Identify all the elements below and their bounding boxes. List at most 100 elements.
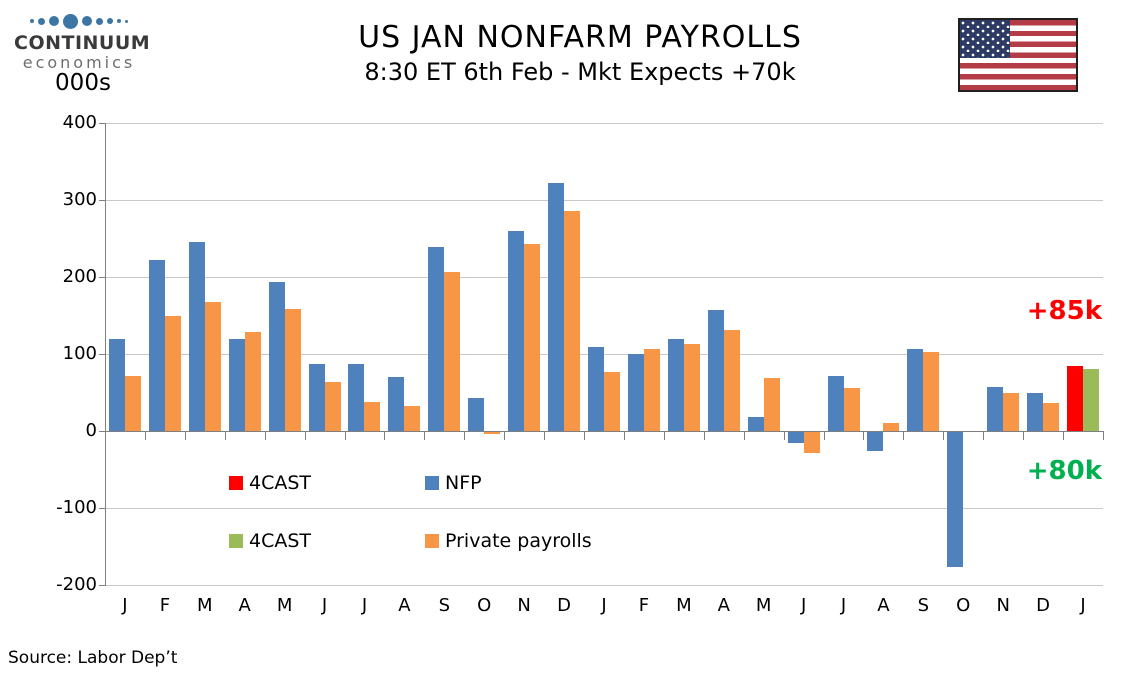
nfp-bar <box>707 310 724 431</box>
logo-sub: economics <box>22 53 136 72</box>
gridline <box>105 277 1103 278</box>
private-payrolls-bar <box>204 301 221 431</box>
y-tick-mark <box>99 277 106 278</box>
private-payrolls-bar <box>324 381 341 431</box>
private-payrolls-bar <box>803 432 820 453</box>
legend-item-4cast-private: 4CAST <box>229 530 311 552</box>
nfp-bar <box>947 432 964 567</box>
gridline <box>105 508 1103 509</box>
gridline <box>105 123 1103 124</box>
x-tick-mark <box>903 431 905 440</box>
private-payrolls-bar <box>683 343 700 431</box>
x-tick-mark <box>584 431 586 440</box>
x-tick-label: N <box>517 595 531 616</box>
chart-title: US JAN NONFARM PAYROLLS <box>358 20 802 55</box>
nfp-bar <box>987 387 1004 431</box>
x-tick-mark <box>1063 431 1065 440</box>
legend-item-private-payrolls: Private payrolls <box>425 530 592 552</box>
x-tick-label: A <box>877 595 890 616</box>
x-tick-label: M <box>755 595 772 616</box>
legend-item-4cast-nfp: 4CAST <box>229 472 311 494</box>
legend-label: 4CAST <box>249 472 312 494</box>
private-payrolls-bar <box>364 401 381 431</box>
x-tick-label: A <box>398 595 411 616</box>
x-tick-label: J <box>601 595 607 616</box>
private-payrolls-bar <box>643 349 660 431</box>
chart-area: 400 300 200 100 0 -100 -200 J F M A M J J A S O N D J F M A M J J… <box>0 112 1134 643</box>
private-payrolls-bar <box>1043 402 1060 431</box>
private-payrolls-bar <box>484 432 501 435</box>
nfp-bar <box>468 397 485 431</box>
nfp-bar <box>428 246 445 431</box>
private-payrolls-bar <box>843 387 860 431</box>
x-tick-label: N <box>996 595 1010 616</box>
x-tick-label: J <box>800 595 807 616</box>
x-tick-label: O <box>477 595 492 616</box>
legend-swatch-orange <box>425 534 439 548</box>
private-payrolls-bar <box>723 330 740 431</box>
x-tick-mark <box>264 431 266 440</box>
private-forecast-annotation: +80k <box>1026 456 1102 486</box>
continuum-logo: CONTINUUM economics <box>14 12 150 72</box>
private-payrolls-bar <box>444 271 461 431</box>
nfp-bar <box>348 364 365 431</box>
gridline <box>105 354 1103 355</box>
nfp-forecast-annotation: +85k <box>1026 296 1102 326</box>
x-tick-mark <box>384 431 386 440</box>
chart-subtitle: 8:30 ET 6th Feb - Mkt Expects +70k <box>364 58 796 86</box>
us-flag-canton <box>960 20 1010 58</box>
y-tick-mark <box>99 200 106 201</box>
nfp-bar <box>667 339 684 431</box>
x-tick-mark <box>1023 431 1025 440</box>
x-tick-mark <box>304 431 306 440</box>
x-tick-mark <box>823 431 825 440</box>
logo-dots-icon <box>14 12 144 30</box>
legend-swatch-red <box>229 476 243 490</box>
legend-label: Private payrolls <box>445 530 592 552</box>
gridline <box>105 200 1103 201</box>
y-tick-mark <box>99 123 106 124</box>
x-tick-mark <box>105 431 106 440</box>
x-tick-label: J <box>840 595 847 616</box>
private-payrolls-bar <box>883 423 900 431</box>
x-tick-mark <box>783 431 785 440</box>
title-block: US JAN NONFARM PAYROLLS 8:30 ET 6th Feb … <box>200 20 960 86</box>
nfp-bar <box>1027 392 1044 431</box>
x-tick-mark <box>663 431 665 440</box>
nfp-bar <box>228 339 245 431</box>
legend-label: 4CAST <box>249 530 312 552</box>
y-tick-mark <box>99 508 106 509</box>
x-tick-mark <box>544 431 546 440</box>
private-payrolls-bar <box>284 308 301 431</box>
nfp-bar <box>588 347 604 431</box>
plot-area <box>105 123 1103 586</box>
source-note: Source: Labor Dep’t <box>8 648 178 668</box>
nfp-bar <box>308 364 325 431</box>
x-tick-mark <box>743 431 745 440</box>
y-tick-label: 300 <box>62 189 97 210</box>
y-axis-unit-label: 000s <box>55 70 111 96</box>
private-payrolls-bar <box>524 243 541 431</box>
us-flag-icon <box>958 18 1078 92</box>
x-tick-label: S <box>917 595 930 616</box>
x-tick-label: F <box>638 595 650 616</box>
legend-swatch-green <box>229 534 243 548</box>
x-tick-label: D <box>557 595 572 616</box>
x-tick-label: F <box>159 595 171 616</box>
forecast-nfp-bar <box>1067 365 1084 431</box>
x-tick-label: A <box>238 595 251 616</box>
x-tick-mark <box>424 431 426 440</box>
private-payrolls-bar <box>1003 392 1020 431</box>
x-tick-mark <box>943 431 945 440</box>
forecast-private-bar <box>1083 369 1100 431</box>
nfp-bar <box>827 376 844 431</box>
private-payrolls-bar <box>923 351 940 431</box>
x-tick-mark <box>863 431 865 440</box>
x-tick-label: M <box>197 595 213 616</box>
legend-item-nfp: NFP <box>425 472 482 494</box>
private-payrolls-bar <box>404 406 421 431</box>
x-tick-label: A <box>717 595 730 616</box>
x-tick-mark <box>224 431 226 440</box>
y-tick-mark <box>99 431 106 432</box>
